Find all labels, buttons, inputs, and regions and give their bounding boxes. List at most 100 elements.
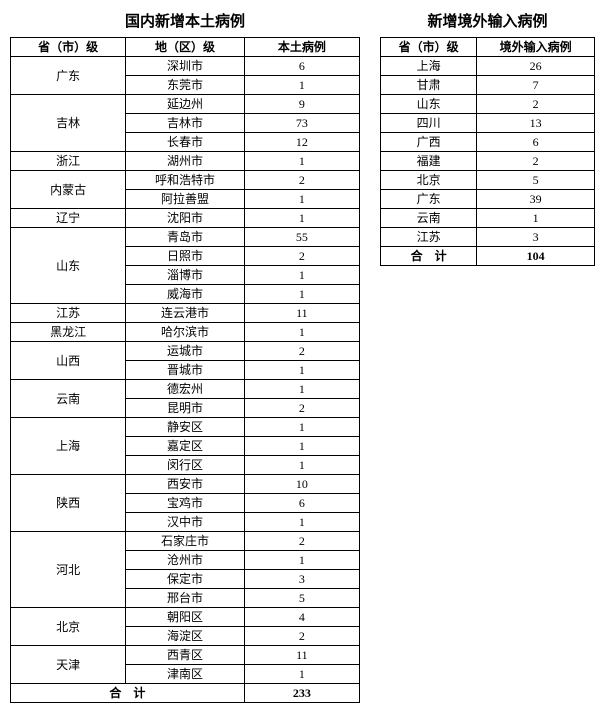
cases-cell: 1 xyxy=(244,152,359,171)
cases-cell: 1 xyxy=(244,361,359,380)
province-cell: 云南 xyxy=(11,380,126,418)
province-cell: 云南 xyxy=(381,209,477,228)
city-cell: 长春市 xyxy=(126,133,245,152)
city-cell: 西安市 xyxy=(126,475,245,494)
city-cell: 日照市 xyxy=(126,247,245,266)
cases-cell: 5 xyxy=(244,589,359,608)
table-row: 江苏连云港市11 xyxy=(11,304,360,323)
cases-cell: 55 xyxy=(244,228,359,247)
col-province: 省（市）级 xyxy=(381,38,477,57)
province-cell: 山东 xyxy=(381,95,477,114)
city-cell: 深圳市 xyxy=(126,57,245,76)
city-cell: 运城市 xyxy=(126,342,245,361)
cases-cell: 1 xyxy=(244,266,359,285)
cases-cell: 2 xyxy=(244,399,359,418)
cases-cell: 4 xyxy=(244,608,359,627)
total-value: 104 xyxy=(477,247,595,266)
cases-cell: 1 xyxy=(244,456,359,475)
col-cases: 境外输入病例 xyxy=(477,38,595,57)
cases-cell: 11 xyxy=(244,646,359,665)
city-cell: 淄博市 xyxy=(126,266,245,285)
city-cell: 保定市 xyxy=(126,570,245,589)
table-row: 福建2 xyxy=(381,152,595,171)
cases-cell: 6 xyxy=(244,494,359,513)
domestic-cases-table: 省（市）级 地（区）级 本土病例 广东深圳市6东莞市1吉林延边州9吉林市73长春… xyxy=(10,37,360,703)
table-row: 上海26 xyxy=(381,57,595,76)
cases-cell: 2 xyxy=(244,247,359,266)
city-cell: 昆明市 xyxy=(126,399,245,418)
cases-cell: 1 xyxy=(244,76,359,95)
province-cell: 山东 xyxy=(11,228,126,304)
table-row: 山东青岛市55 xyxy=(11,228,360,247)
table-row: 吉林延边州9 xyxy=(11,95,360,114)
province-cell: 福建 xyxy=(381,152,477,171)
cases-cell: 6 xyxy=(244,57,359,76)
cases-cell: 1 xyxy=(244,513,359,532)
table-row: 上海静安区1 xyxy=(11,418,360,437)
cases-cell: 26 xyxy=(477,57,595,76)
table-row: 北京朝阳区4 xyxy=(11,608,360,627)
total-label: 合 计 xyxy=(11,684,245,703)
province-cell: 吉林 xyxy=(11,95,126,152)
left-table-title: 国内新增本土病例 xyxy=(10,10,360,31)
province-cell: 广西 xyxy=(381,133,477,152)
cases-cell: 1 xyxy=(244,190,359,209)
province-cell: 甘肃 xyxy=(381,76,477,95)
city-cell: 威海市 xyxy=(126,285,245,304)
city-cell: 嘉定区 xyxy=(126,437,245,456)
table-row: 云南德宏州1 xyxy=(11,380,360,399)
table-row: 山西运城市2 xyxy=(11,342,360,361)
table-row: 广东深圳市6 xyxy=(11,57,360,76)
city-cell: 朝阳区 xyxy=(126,608,245,627)
total-row: 合 计233 xyxy=(11,684,360,703)
cases-cell: 7 xyxy=(477,76,595,95)
cases-cell: 12 xyxy=(244,133,359,152)
city-cell: 连云港市 xyxy=(126,304,245,323)
cases-cell: 3 xyxy=(244,570,359,589)
col-city: 地（区）级 xyxy=(126,38,245,57)
cases-cell: 1 xyxy=(244,551,359,570)
cases-cell: 5 xyxy=(477,171,595,190)
table-row: 天津西青区11 xyxy=(11,646,360,665)
city-cell: 津南区 xyxy=(126,665,245,684)
province-cell: 山西 xyxy=(11,342,126,380)
col-province: 省（市）级 xyxy=(11,38,126,57)
cases-cell: 13 xyxy=(477,114,595,133)
right-table-title: 新增境外输入病例 xyxy=(380,10,595,31)
province-cell: 北京 xyxy=(381,171,477,190)
col-cases: 本土病例 xyxy=(244,38,359,57)
province-cell: 上海 xyxy=(11,418,126,475)
cases-cell: 1 xyxy=(244,380,359,399)
table-row: 北京5 xyxy=(381,171,595,190)
city-cell: 德宏州 xyxy=(126,380,245,399)
province-cell: 浙江 xyxy=(11,152,126,171)
province-cell: 广东 xyxy=(11,57,126,95)
city-cell: 沈阳市 xyxy=(126,209,245,228)
cases-cell: 9 xyxy=(244,95,359,114)
cases-cell: 10 xyxy=(244,475,359,494)
city-cell: 哈尔滨市 xyxy=(126,323,245,342)
city-cell: 闵行区 xyxy=(126,456,245,475)
table-row: 广西6 xyxy=(381,133,595,152)
table-row: 河北石家庄市2 xyxy=(11,532,360,551)
cases-cell: 1 xyxy=(244,323,359,342)
province-cell: 黑龙江 xyxy=(11,323,126,342)
city-cell: 邢台市 xyxy=(126,589,245,608)
cases-cell: 6 xyxy=(477,133,595,152)
province-cell: 辽宁 xyxy=(11,209,126,228)
table-row: 浙江湖州市1 xyxy=(11,152,360,171)
cases-cell: 1 xyxy=(244,418,359,437)
total-value: 233 xyxy=(244,684,359,703)
city-cell: 延边州 xyxy=(126,95,245,114)
table-row: 云南1 xyxy=(381,209,595,228)
city-cell: 湖州市 xyxy=(126,152,245,171)
city-cell: 海淀区 xyxy=(126,627,245,646)
table-row: 辽宁沈阳市1 xyxy=(11,209,360,228)
cases-cell: 2 xyxy=(477,152,595,171)
province-cell: 河北 xyxy=(11,532,126,608)
city-cell: 汉中市 xyxy=(126,513,245,532)
cases-cell: 73 xyxy=(244,114,359,133)
table-row: 黑龙江哈尔滨市1 xyxy=(11,323,360,342)
province-cell: 四川 xyxy=(381,114,477,133)
city-cell: 吉林市 xyxy=(126,114,245,133)
